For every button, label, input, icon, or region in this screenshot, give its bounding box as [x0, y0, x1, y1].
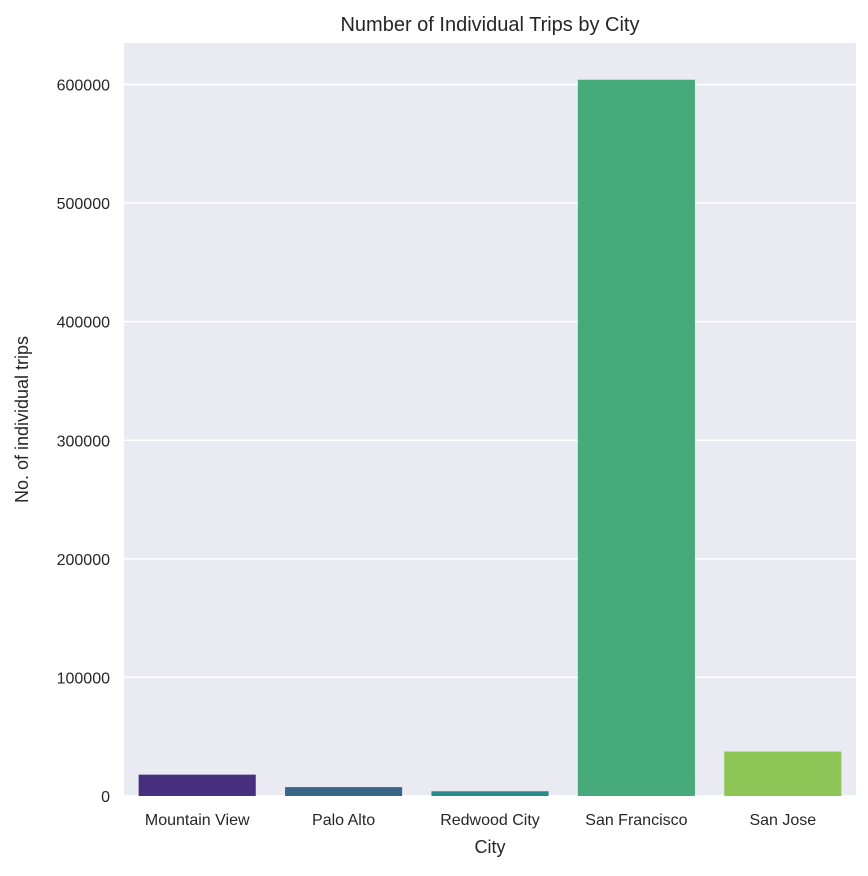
- chart-title: Number of Individual Trips by City: [340, 14, 639, 36]
- x-axis-label: City: [475, 837, 506, 857]
- x-tick-label: San Francisco: [585, 812, 687, 829]
- y-tick-label: 400000: [57, 315, 110, 332]
- x-tick-label: Mountain View: [145, 812, 250, 829]
- y-tick-label: 100000: [57, 670, 110, 687]
- bars: [138, 79, 842, 797]
- x-axis-ticks: Mountain View Palo Alto Redwood City San Fr…: [145, 812, 816, 829]
- y-tick-label: 200000: [57, 552, 110, 569]
- x-tick-label: Redwood City: [440, 812, 540, 829]
- gridlines: [124, 83, 856, 797]
- y-tick-label: 300000: [57, 433, 110, 450]
- bar-palo-alto: [285, 787, 403, 796]
- y-axis-label: No. of individual trips: [12, 336, 32, 503]
- bar-mountain-view: [138, 774, 256, 796]
- y-tick-label: 500000: [57, 196, 110, 213]
- bar-san-jose: [724, 751, 842, 796]
- y-tick-label: 600000: [57, 78, 110, 95]
- y-axis-ticks: 0 100000 200000 300000 400000 500000 600000: [57, 78, 110, 806]
- x-tick-label: San Jose: [749, 812, 816, 829]
- plot-area: [124, 43, 856, 796]
- x-tick-label: Palo Alto: [312, 812, 375, 829]
- bar-san-francisco: [577, 79, 695, 797]
- bar-redwood-city: [431, 791, 549, 796]
- y-tick-label: 0: [101, 789, 110, 806]
